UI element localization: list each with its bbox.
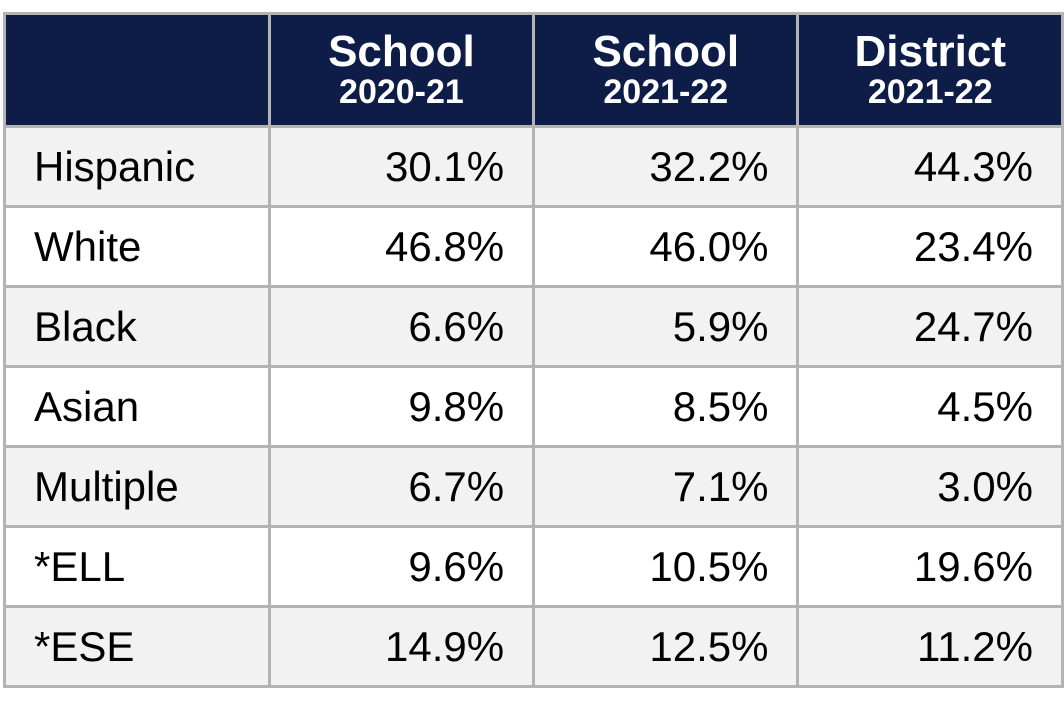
- table-cell: 46.8%: [267, 205, 536, 288]
- table-cell: 8.5%: [532, 365, 800, 448]
- header-corner-cell: [3, 12, 271, 128]
- table-row: *ESE 14.9% 12.5% 11.2%: [3, 605, 1064, 688]
- row-label: *ESE: [3, 605, 271, 688]
- column-header-title: School: [592, 27, 740, 77]
- column-header-year: 2021-22: [867, 73, 993, 112]
- table-cell: 24.7%: [796, 285, 1064, 368]
- table-cell: 6.6%: [267, 285, 536, 368]
- table-cell: 19.6%: [796, 525, 1064, 608]
- table-row: Black 6.6% 5.9% 24.7%: [3, 285, 1064, 368]
- table-cell: 9.8%: [267, 365, 536, 448]
- column-header-year: 2021-22: [603, 73, 729, 112]
- table-row: *ELL 9.6% 10.5% 19.6%: [3, 525, 1064, 608]
- row-label: Asian: [3, 365, 271, 448]
- column-header-title: School: [328, 27, 475, 77]
- table-cell: 10.5%: [532, 525, 800, 608]
- table-cell: 11.2%: [796, 605, 1064, 688]
- column-header: School 2021-22: [532, 12, 800, 128]
- table-row: Multiple 6.7% 7.1% 3.0%: [3, 445, 1064, 528]
- table-cell: 44.3%: [796, 125, 1064, 208]
- table-cell: 14.9%: [267, 605, 536, 688]
- table-row: Hispanic 30.1% 32.2% 44.3%: [3, 125, 1064, 208]
- table-cell: 46.0%: [532, 205, 800, 288]
- row-label: Hispanic: [3, 125, 271, 208]
- table-cell: 7.1%: [532, 445, 800, 528]
- column-header-title: District: [854, 27, 1007, 77]
- row-label: *ELL: [3, 525, 271, 608]
- column-header: District 2021-22: [796, 12, 1064, 128]
- column-header: School 2020-21: [267, 12, 536, 128]
- table-cell: 5.9%: [532, 285, 800, 368]
- table-row: White 46.8% 46.0% 23.4%: [3, 205, 1064, 288]
- table-cell: 30.1%: [267, 125, 536, 208]
- row-label: Black: [3, 285, 271, 368]
- table-cell: 3.0%: [796, 445, 1064, 528]
- table-cell: 23.4%: [796, 205, 1064, 288]
- table-cell: 6.7%: [267, 445, 536, 528]
- table-cell: 32.2%: [532, 125, 800, 208]
- table-cell: 12.5%: [532, 605, 800, 688]
- table-cell: 4.5%: [796, 365, 1064, 448]
- row-label: Multiple: [3, 445, 271, 528]
- header-row: School 2020-21 School 2021-22 District 2021-2…: [3, 12, 1064, 128]
- table-row: Asian 9.8% 8.5% 4.5%: [3, 365, 1064, 448]
- table-cell: 9.6%: [267, 525, 536, 608]
- row-label: White: [3, 205, 271, 288]
- column-header-year: 2020-21: [339, 73, 464, 112]
- demographics-table: School 2020-21 School 2021-22 District 2021-2…: [3, 12, 1064, 688]
